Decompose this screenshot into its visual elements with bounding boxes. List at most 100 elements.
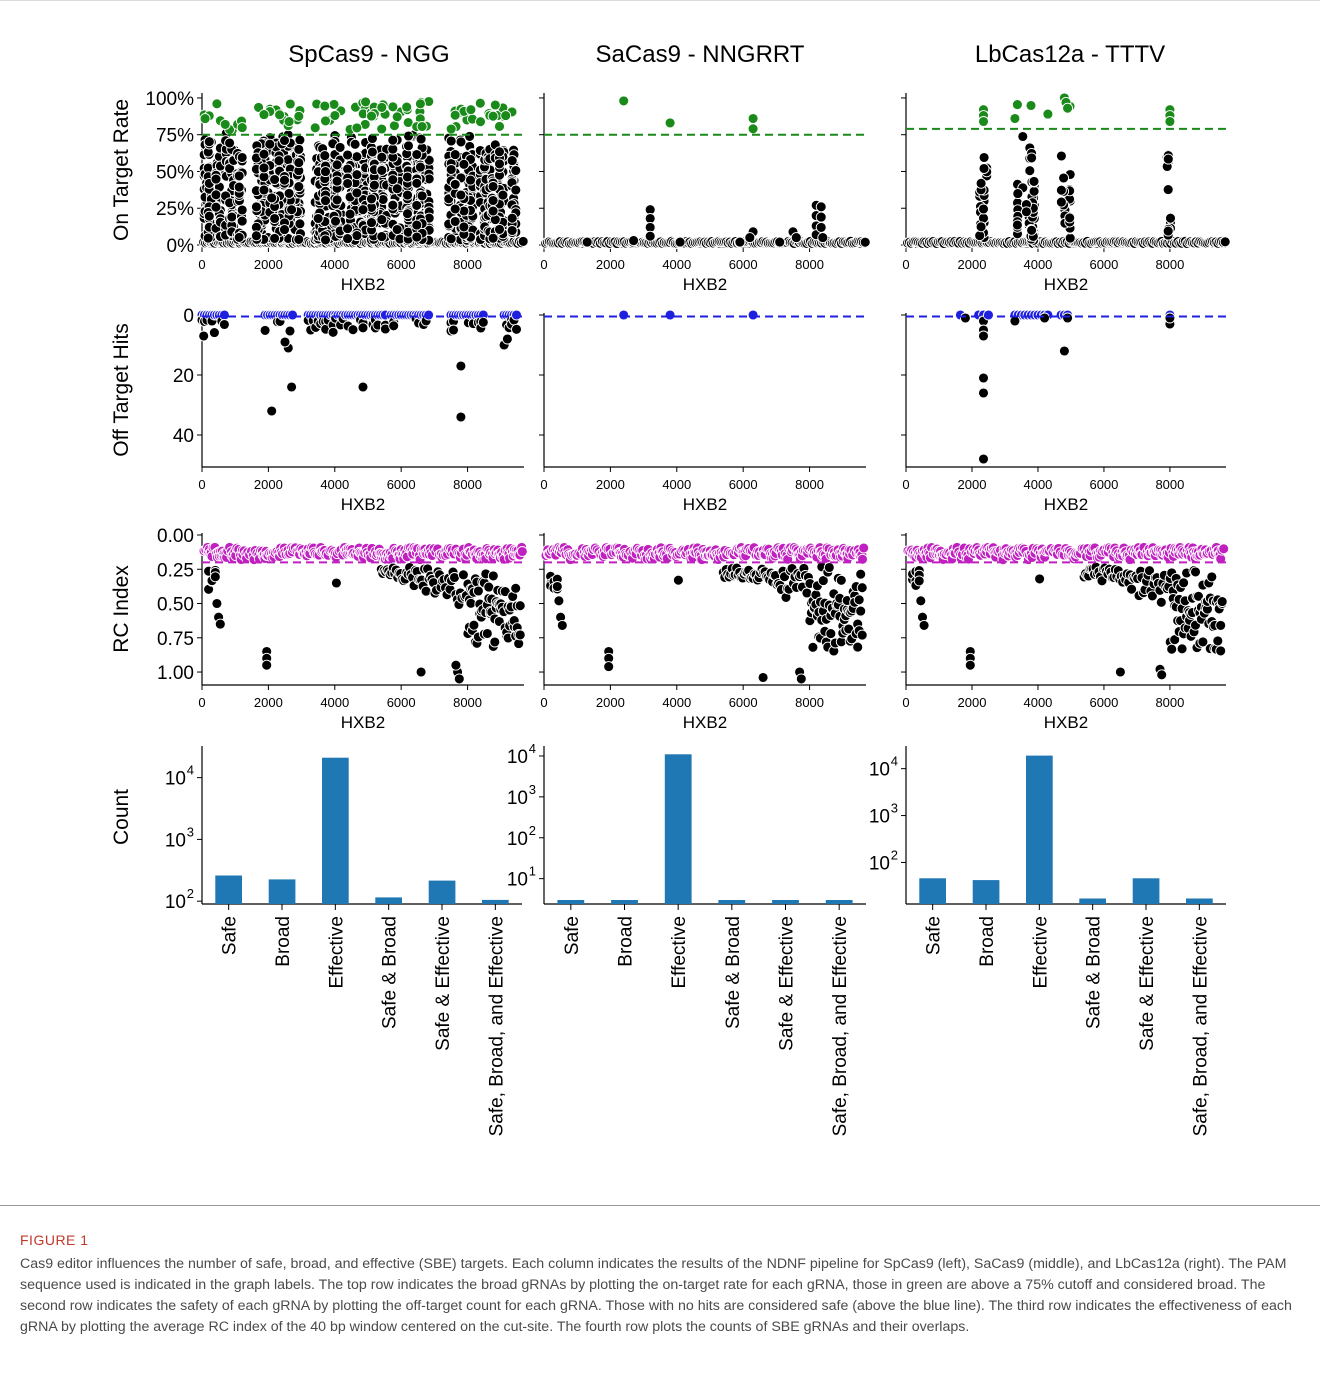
data-point: [774, 236, 786, 248]
data-point: [387, 174, 399, 186]
data-point: [494, 146, 505, 158]
data-point: [603, 661, 615, 673]
x-tick-label: 6000: [1089, 695, 1118, 710]
data-point: [258, 148, 270, 160]
y-tick-label: 10: [507, 747, 528, 768]
data-point: [357, 322, 369, 334]
data-point: [309, 122, 321, 134]
data-point: [457, 569, 469, 581]
data-point: [913, 575, 925, 587]
data-point: [855, 605, 867, 617]
panel-on_target-1: 0% 25% 50% 75% 100% 0 2000 4000 6000 8000 HXB2 On T…: [110, 89, 529, 294]
y-tick-exponent: 2: [891, 847, 898, 862]
x-tick-label: 8000: [795, 695, 824, 710]
data-point: [402, 208, 413, 220]
data-point: [320, 115, 331, 127]
data-point: [1026, 224, 1038, 236]
data-point: [236, 204, 248, 216]
category-label: Safe: [924, 916, 945, 955]
data-point: [366, 133, 378, 144]
data-point: [1166, 643, 1178, 655]
y-tick-exponent: 3: [891, 801, 898, 816]
y-tick-label: 10: [507, 870, 528, 891]
data-point: [975, 177, 987, 189]
data-point: [664, 309, 676, 321]
data-point: [835, 574, 847, 586]
data-point: [287, 309, 298, 321]
x-tick-label: 0: [198, 695, 205, 710]
data-point: [342, 149, 354, 161]
data-point: [250, 201, 262, 213]
bar: [772, 900, 799, 904]
data-point: [264, 138, 276, 150]
x-tick-label: 6000: [1089, 477, 1118, 492]
x-tick-label: 0: [540, 257, 547, 272]
data-point: [211, 98, 223, 110]
data-point: [817, 232, 829, 244]
data-point: [293, 157, 305, 169]
data-point: [455, 360, 467, 372]
y-tick-exponent: 2: [529, 823, 536, 838]
x-axis-label: HXB2: [341, 713, 385, 732]
y-tick-label: 0.25: [157, 560, 194, 581]
data-point: [458, 158, 470, 170]
bar: [1026, 755, 1053, 904]
y-tick-label: 100%: [145, 89, 194, 110]
data-point: [510, 184, 522, 196]
x-tick-label: 6000: [1089, 257, 1118, 272]
data-point: [618, 309, 630, 321]
data-point: [266, 405, 278, 417]
data-point: [983, 309, 994, 321]
data-point: [815, 211, 827, 223]
data-point: [402, 171, 413, 183]
data-point: [1011, 219, 1023, 231]
data-point: [1062, 102, 1074, 114]
data-point: [236, 152, 248, 163]
data-point: [1039, 312, 1051, 324]
data-point: [236, 215, 248, 227]
data-point: [342, 233, 354, 245]
data-point: [293, 143, 305, 155]
points-group: [618, 309, 759, 321]
data-point: [1164, 312, 1176, 324]
data-point: [744, 232, 756, 244]
x-tick-label: 2000: [958, 695, 987, 710]
y-axis-label: On Target Rate: [110, 99, 133, 241]
category-label: Safe & Broad: [380, 916, 401, 1029]
data-point: [747, 123, 759, 135]
x-axis-label: HXB2: [1044, 495, 1088, 514]
panel-off_target-2: 0 2000 4000 6000 8000 HXB2: [539, 309, 866, 514]
points-group: [196, 309, 522, 423]
x-tick-label: 4000: [320, 477, 349, 492]
data-point: [411, 199, 423, 211]
data-point: [449, 178, 461, 190]
y-tick-exponent: 4: [187, 763, 194, 778]
data-point: [273, 155, 285, 167]
data-point: [858, 542, 870, 554]
data-point: [286, 381, 298, 393]
data-point: [1176, 643, 1188, 655]
data-point: [581, 236, 593, 248]
bar: [322, 757, 349, 904]
data-point: [218, 309, 230, 321]
data-point: [450, 659, 462, 671]
bar: [1132, 878, 1160, 904]
data-point: [258, 109, 270, 121]
data-point: [978, 116, 989, 127]
data-point: [334, 141, 346, 153]
y-tick-label: 20: [173, 366, 194, 387]
data-point: [978, 387, 989, 399]
data-point: [328, 98, 340, 110]
data-point: [233, 170, 245, 182]
data-point: [487, 205, 499, 217]
category-label: Effective: [669, 916, 690, 989]
data-point: [494, 223, 505, 235]
figure-caption-text: Cas9 editor influences the number of saf…: [20, 1256, 1292, 1335]
data-point: [978, 330, 989, 342]
x-tick-label: 4000: [1023, 695, 1052, 710]
x-tick-label: 2000: [254, 695, 283, 710]
data-point: [734, 236, 746, 248]
panel-rc_index-2: 0 2000 4000 6000 8000 HXB2: [539, 533, 870, 732]
